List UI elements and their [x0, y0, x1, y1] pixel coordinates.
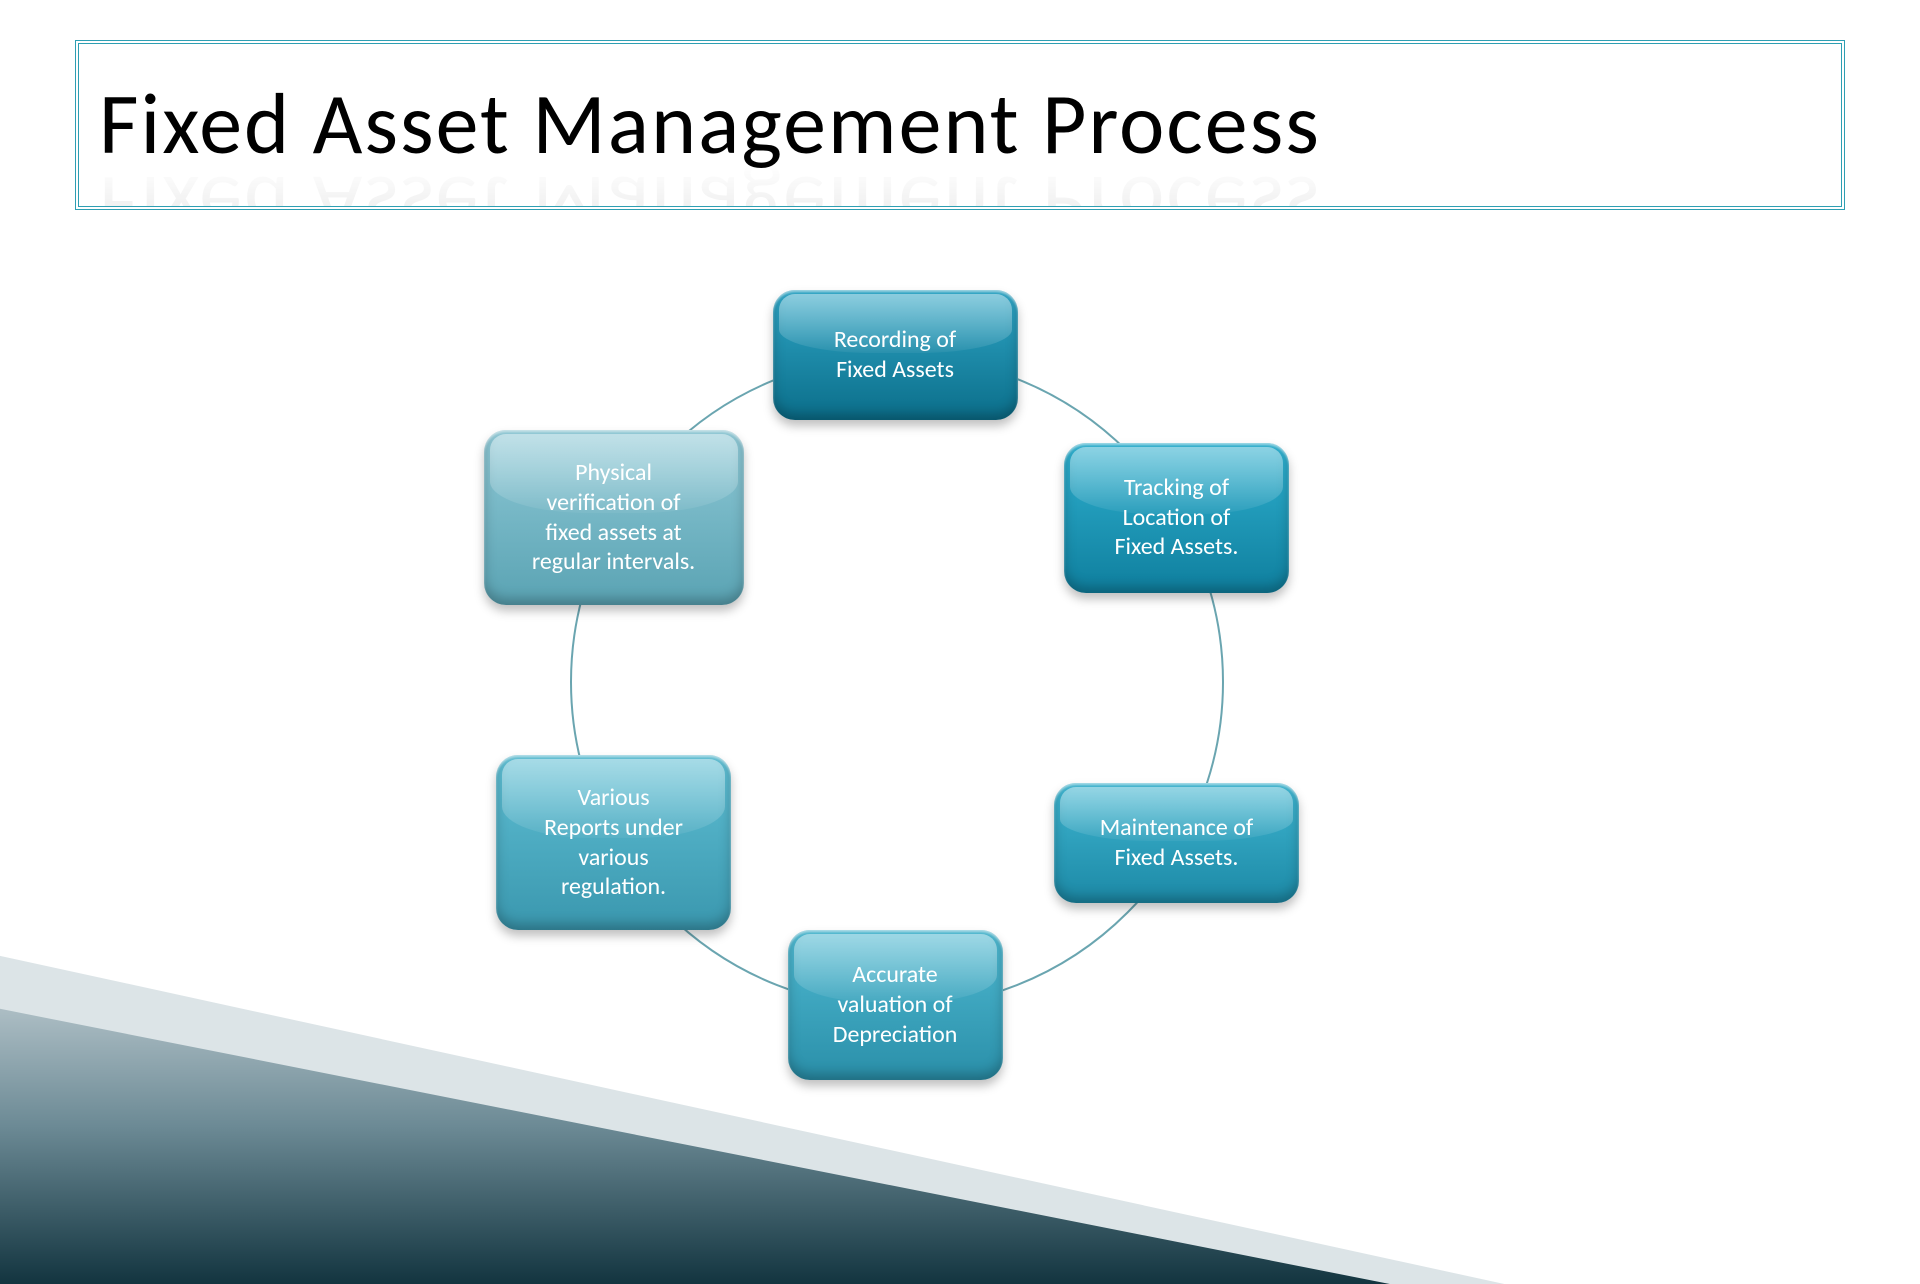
cycle-node-label: Accurate valuation of Depreciation [833, 960, 958, 1050]
page-title: Fixed Asset Management Process [99, 82, 1321, 168]
cycle-node-n2: Tracking of Location of Fixed Assets. [1064, 443, 1289, 593]
cycle-node-n5: Various Reports under various regulation… [496, 755, 731, 930]
cycle-node-n6: Physical verification of fixed assets at… [484, 430, 744, 605]
cycle-node-n4: Accurate valuation of Depreciation [788, 930, 1003, 1080]
cycle-node-n1: Recording of Fixed Assets [773, 290, 1018, 420]
cycle-node-label: Physical verification of fixed assets at… [532, 458, 695, 578]
title-box: Fixed Asset Management Process Fixed Ass… [75, 40, 1845, 210]
cycle-node-label: Tracking of Location of Fixed Assets. [1114, 473, 1238, 563]
cycle-node-n3: Maintenance of Fixed Assets. [1054, 783, 1299, 903]
cycle-node-label: Various Reports under various regulation… [544, 783, 683, 903]
cycle-node-label: Recording of Fixed Assets [834, 325, 956, 385]
cycle-node-label: Maintenance of Fixed Assets. [1100, 813, 1253, 873]
